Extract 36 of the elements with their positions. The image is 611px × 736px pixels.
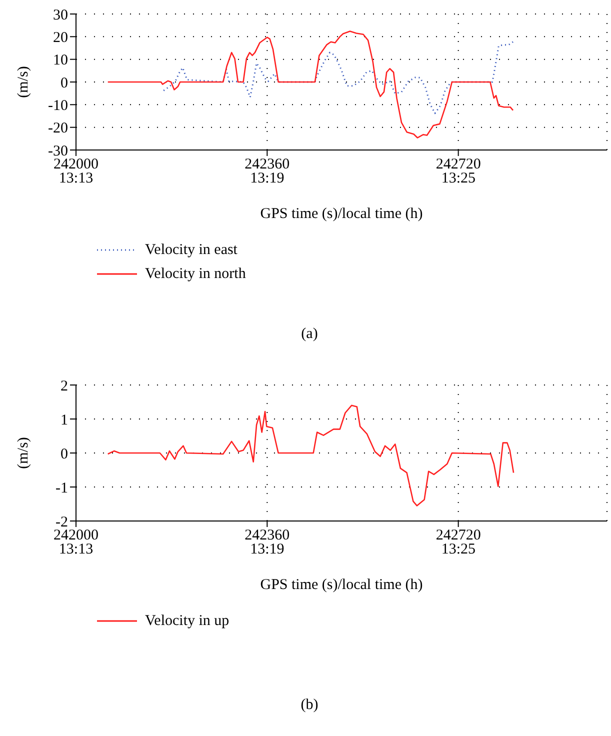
text: (a) bbox=[300, 326, 319, 343]
x2-tick-label: 13:19 bbox=[250, 542, 284, 558]
y-axis-title: (m/s) bbox=[15, 437, 32, 469]
x-tick-label: 242360 bbox=[244, 528, 290, 544]
x-axis-title: GPS time (s)/local time (h) bbox=[260, 577, 423, 593]
x-tick-label: 242000 bbox=[54, 528, 98, 544]
line-series bbox=[162, 41, 514, 114]
y-tick-label: 0 bbox=[60, 75, 68, 92]
y-axis-title: (m/s) bbox=[15, 66, 32, 98]
y-tick-label: 2 bbox=[60, 378, 68, 394]
x2-tick-label: 13:19 bbox=[250, 170, 284, 187]
y-tick-label: -30 bbox=[48, 143, 68, 160]
x2-tick-label: 13:13 bbox=[58, 170, 94, 187]
y-tick-label: 1 bbox=[60, 412, 68, 428]
x2-tick-label: 13:25 bbox=[441, 170, 476, 187]
legend-label: Velocity in north bbox=[145, 265, 246, 284]
y-tick-label: -2 bbox=[56, 514, 68, 530]
y-tick-label: 20 bbox=[53, 30, 68, 46]
line-series bbox=[107, 30, 514, 138]
y-tick-label: 0 bbox=[60, 446, 68, 462]
x-axis-title: GPS time (s)/local time (h) bbox=[260, 206, 423, 222]
x2-tick-label: 13:13 bbox=[58, 542, 94, 558]
y-tick-label: -1 bbox=[56, 480, 68, 496]
x-tick-label: 242360 bbox=[244, 156, 290, 173]
y-tick-label: -10 bbox=[48, 98, 68, 114]
text: (b) bbox=[300, 697, 320, 714]
x-tick-label: 242720 bbox=[436, 528, 481, 544]
legend-label: Velocity in east bbox=[145, 241, 238, 260]
line-series bbox=[107, 404, 514, 506]
y-tick-label: 10 bbox=[53, 52, 68, 69]
legend-label: Velocity in up bbox=[145, 612, 230, 631]
y-tick-label: -20 bbox=[48, 120, 68, 137]
y-tick-label: 30 bbox=[53, 7, 68, 24]
x-tick-label: 242000 bbox=[54, 156, 98, 173]
x2-tick-label: 13:25 bbox=[441, 542, 476, 558]
x-tick-label: 242720 bbox=[436, 156, 481, 173]
